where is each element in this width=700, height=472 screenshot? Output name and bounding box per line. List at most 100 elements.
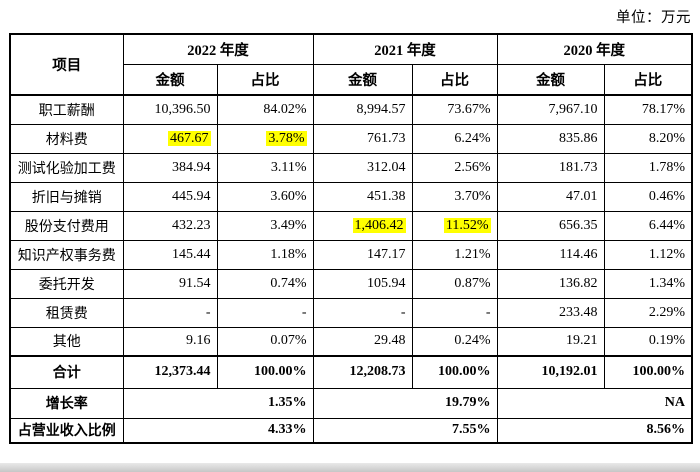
table-row: 材料费 467.67 3.78% 761.73 6.24% 835.86 8.2… [9, 123, 693, 154]
header-ratio-2022: 占比 [216, 63, 314, 96]
highlight-mark: 3.78% [266, 130, 307, 146]
amount-cell: 384.94 [122, 152, 218, 183]
growth-value-2020: NA [496, 387, 693, 419]
cost-breakdown-table: 项目 2022 年度 2021 年度 2020 年度 金额 占比 金额 占比 金… [9, 33, 693, 444]
ratio-cell: 100.00% [603, 355, 693, 389]
ratio-cell: 0.87% [411, 268, 498, 299]
revenue-ratio-2020: 8.56% [496, 417, 693, 444]
amount-cell: 656.35 [496, 210, 605, 241]
amount-cell: 114.46 [496, 239, 605, 270]
amount-cell: 145.44 [122, 239, 218, 270]
amount-cell-highlighted: 467.67 [122, 123, 218, 154]
amount-cell: 8,994.57 [312, 94, 413, 125]
amount-cell: 445.94 [122, 181, 218, 212]
header-year-2021: 2021 年度 [312, 33, 498, 65]
amount-cell: 105.94 [312, 268, 413, 299]
growth-rate-row: 增长率 1.35% 19.79% NA [9, 387, 693, 419]
amount-cell: 29.48 [312, 326, 413, 357]
ratio-cell: - [411, 297, 498, 328]
ratio-cell: 6.24% [411, 123, 498, 154]
amount-cell: 47.01 [496, 181, 605, 212]
amount-cell: 10,396.50 [122, 94, 218, 125]
table-row: 知识产权事务费 145.44 1.18% 147.17 1.21% 114.46… [9, 239, 693, 270]
revenue-ratio-row: 占营业收入比例 4.33% 7.55% 8.56% [9, 417, 693, 444]
row-label: 职工薪酬 [9, 94, 124, 125]
growth-value-2022: 1.35% [122, 387, 314, 419]
ratio-cell: 8.20% [603, 123, 693, 154]
row-label: 材料费 [9, 123, 124, 154]
amount-cell: 432.23 [122, 210, 218, 241]
ratio-cell: 3.60% [216, 181, 314, 212]
highlight-mark: 1,406.42 [352, 217, 406, 233]
ratio-cell: 0.07% [216, 326, 314, 357]
header-amount-2020: 金额 [496, 63, 605, 96]
ratio-cell: 0.74% [216, 268, 314, 299]
header-year-2020: 2020 年度 [496, 33, 693, 65]
amount-cell: 7,967.10 [496, 94, 605, 125]
ratio-cell: 1.12% [603, 239, 693, 270]
ratio-cell: 3.70% [411, 181, 498, 212]
row-label: 知识产权事务费 [9, 239, 124, 270]
highlight-mark: 467.67 [168, 130, 211, 146]
total-row: 合计 12,373.44 100.00% 12,208.73 100.00% 1… [9, 355, 693, 389]
row-label: 合计 [9, 355, 124, 389]
ratio-cell: 1.18% [216, 239, 314, 270]
amount-cell: 233.48 [496, 297, 605, 328]
header-amount-2021: 金额 [312, 63, 413, 96]
ratio-cell-highlighted: 11.52% [411, 210, 498, 241]
table-row: 折旧与摊销 445.94 3.60% 451.38 3.70% 47.01 0.… [9, 181, 693, 212]
table-row: 其他 9.16 0.07% 29.48 0.24% 19.21 0.19% [9, 326, 693, 357]
ratio-cell: 0.46% [603, 181, 693, 212]
ratio-cell: 3.49% [216, 210, 314, 241]
unit-label: 单位：万元 [616, 10, 691, 26]
ratio-cell: - [216, 297, 314, 328]
ratio-cell-highlighted: 3.78% [216, 123, 314, 154]
amount-cell: 312.04 [312, 152, 413, 183]
revenue-ratio-2021: 7.55% [312, 417, 498, 444]
ratio-cell: 1.78% [603, 152, 693, 183]
amount-cell: 181.73 [496, 152, 605, 183]
row-label: 其他 [9, 326, 124, 357]
amount-cell-highlighted: 1,406.42 [312, 210, 413, 241]
table-row: 股份支付费用 432.23 3.49% 1,406.42 11.52% 656.… [9, 210, 693, 241]
header-year-2022: 2022 年度 [122, 33, 314, 65]
header-amount-2022: 金额 [122, 63, 218, 96]
amount-cell: 136.82 [496, 268, 605, 299]
table-row: 职工薪酬 10,396.50 84.02% 8,994.57 73.67% 7,… [9, 94, 693, 125]
amount-cell: 10,192.01 [496, 355, 605, 389]
row-label: 增长率 [9, 387, 124, 419]
amount-cell: 91.54 [122, 268, 218, 299]
row-label: 委托开发 [9, 268, 124, 299]
revenue-ratio-2022: 4.33% [122, 417, 314, 444]
ratio-cell: 100.00% [411, 355, 498, 389]
table-header: 项目 2022 年度 2021 年度 2020 年度 金额 占比 金额 占比 金… [9, 33, 693, 96]
ratio-cell: 0.19% [603, 326, 693, 357]
ratio-cell: 6.44% [603, 210, 693, 241]
amount-cell: 12,208.73 [312, 355, 413, 389]
header-row-years: 项目 2022 年度 2021 年度 2020 年度 [9, 33, 693, 96]
amount-cell: 451.38 [312, 181, 413, 212]
ratio-cell: 78.17% [603, 94, 693, 125]
row-label: 折旧与摊销 [9, 181, 124, 212]
growth-value-2021: 19.79% [312, 387, 498, 419]
ratio-cell: 1.21% [411, 239, 498, 270]
ratio-cell: 3.11% [216, 152, 314, 183]
amount-cell: 12,373.44 [122, 355, 218, 389]
ratio-cell: 73.67% [411, 94, 498, 125]
ratio-cell: 1.34% [603, 268, 693, 299]
row-label: 测试化验加工费 [9, 152, 124, 183]
header-ratio-2021: 占比 [411, 63, 498, 96]
amount-cell: 835.86 [496, 123, 605, 154]
row-label: 租赁费 [9, 297, 124, 328]
ratio-cell: 2.56% [411, 152, 498, 183]
header-row-subcolumns: 金额 占比 金额 占比 金额 占比 [10, 63, 693, 96]
ratio-cell: 84.02% [216, 94, 314, 125]
amount-cell: - [122, 297, 218, 328]
ratio-cell: 2.29% [603, 297, 693, 328]
page-bottom-edge [0, 463, 700, 472]
table-row: 测试化验加工费 384.94 3.11% 312.04 2.56% 181.73… [9, 152, 693, 183]
table-body: 职工薪酬 10,396.50 84.02% 8,994.57 73.67% 7,… [9, 94, 693, 444]
row-label: 占营业收入比例 [9, 417, 124, 444]
amount-cell: 9.16 [122, 326, 218, 357]
ratio-cell: 0.24% [411, 326, 498, 357]
